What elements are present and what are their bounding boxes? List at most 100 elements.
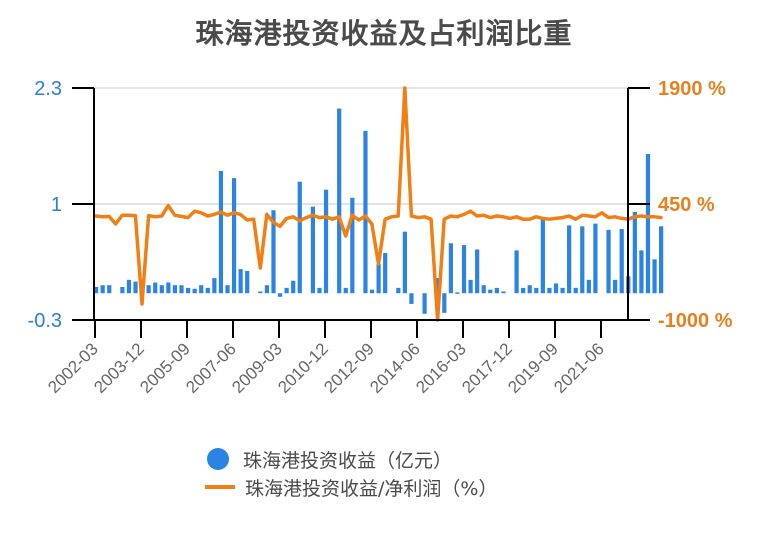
y-axis-right-labels: 1900 % 450 % -1000 % bbox=[658, 78, 733, 332]
bar bbox=[435, 278, 440, 294]
svg-text:2010-12: 2010-12 bbox=[274, 339, 332, 397]
legend-item-line[interactable]: 珠海港投资收益/净利润（%） bbox=[205, 473, 497, 501]
legend-label-line: 珠海港投资收益/净利润（%） bbox=[245, 477, 498, 500]
bar bbox=[494, 287, 499, 294]
svg-text:2019-09: 2019-09 bbox=[504, 339, 562, 397]
bar bbox=[297, 181, 302, 294]
svg-text:2017-12: 2017-12 bbox=[458, 339, 516, 397]
bar bbox=[560, 287, 565, 294]
bar bbox=[277, 293, 283, 297]
chart-title: 珠海港投资收益及占利润比重 bbox=[195, 17, 573, 50]
svg-text:2.3: 2.3 bbox=[34, 78, 62, 100]
bar bbox=[284, 287, 289, 294]
svg-text:2005-09: 2005-09 bbox=[136, 339, 194, 397]
bar bbox=[422, 293, 427, 314]
line-marker-icon bbox=[205, 485, 235, 489]
bar bbox=[573, 287, 578, 294]
bar bbox=[521, 287, 526, 294]
svg-text:2007-06: 2007-06 bbox=[182, 339, 240, 397]
bar bbox=[205, 287, 210, 294]
bar bbox=[258, 291, 263, 294]
bar bbox=[396, 287, 401, 294]
svg-text:2012-09: 2012-09 bbox=[320, 339, 378, 397]
bar bbox=[514, 250, 519, 294]
bar bbox=[179, 285, 184, 294]
bar bbox=[540, 217, 545, 294]
bar bbox=[534, 287, 539, 294]
legend-item-bar[interactable]: 珠海港投资收益（亿元） bbox=[205, 445, 497, 473]
bar bbox=[547, 287, 552, 294]
bar bbox=[337, 108, 342, 294]
svg-text:-0.3: -0.3 bbox=[28, 310, 62, 332]
bar bbox=[218, 170, 224, 294]
line-series-income-ratio bbox=[94, 86, 663, 322]
bar bbox=[501, 291, 506, 294]
svg-text:-1000 %: -1000 % bbox=[658, 310, 733, 332]
bar bbox=[580, 226, 585, 294]
bar bbox=[310, 206, 316, 294]
bar bbox=[468, 279, 473, 294]
bar bbox=[126, 279, 132, 294]
bar bbox=[593, 223, 598, 294]
axes bbox=[72, 87, 650, 338]
y-axis-left-labels: 2.3 1 -0.3 bbox=[28, 78, 62, 332]
bar bbox=[613, 279, 618, 294]
bar bbox=[409, 293, 414, 304]
bar bbox=[159, 285, 164, 294]
circle-marker-icon bbox=[207, 448, 229, 470]
bar bbox=[376, 263, 381, 294]
bar bbox=[107, 285, 112, 294]
bar bbox=[245, 270, 250, 294]
bar bbox=[94, 286, 99, 294]
bar bbox=[402, 231, 407, 294]
gridlines bbox=[94, 87, 628, 205]
svg-text:450 %: 450 % bbox=[658, 194, 715, 216]
bar bbox=[185, 287, 191, 294]
bar bbox=[481, 285, 486, 294]
bar bbox=[166, 282, 171, 294]
svg-text:2014-06: 2014-06 bbox=[366, 339, 424, 397]
bar bbox=[238, 269, 243, 294]
legend-label-bar: 珠海港投资收益（亿元） bbox=[243, 449, 453, 472]
bar bbox=[363, 130, 368, 294]
bar bbox=[153, 282, 158, 294]
bar bbox=[606, 229, 611, 294]
bar bbox=[225, 285, 230, 294]
bar bbox=[553, 283, 559, 294]
bar bbox=[323, 189, 329, 294]
bar bbox=[383, 253, 388, 294]
x-axis-labels: 2002-032003-122005-092007-062009-032010-… bbox=[44, 339, 608, 397]
bar bbox=[133, 281, 138, 294]
bar bbox=[645, 154, 651, 294]
bar bbox=[586, 279, 591, 294]
bar bbox=[527, 285, 532, 294]
bar bbox=[567, 225, 572, 294]
bar bbox=[455, 292, 460, 294]
legend: 珠海港投资收益（亿元） 珠海港投资收益/净利润（%） bbox=[205, 445, 497, 501]
bar bbox=[461, 245, 467, 294]
bar bbox=[212, 278, 217, 294]
bar bbox=[146, 285, 151, 294]
bar bbox=[231, 178, 237, 294]
svg-text:2016-03: 2016-03 bbox=[412, 339, 470, 397]
bar bbox=[271, 210, 276, 294]
bar bbox=[291, 280, 296, 294]
bar bbox=[317, 287, 322, 294]
bar bbox=[192, 288, 197, 294]
bar bbox=[475, 249, 480, 294]
bar bbox=[350, 197, 355, 294]
svg-text:2021-06: 2021-06 bbox=[550, 339, 608, 397]
bar bbox=[488, 289, 493, 294]
bar bbox=[442, 293, 447, 313]
bar bbox=[448, 243, 453, 294]
bar bbox=[659, 226, 664, 294]
bar bbox=[632, 212, 637, 294]
bar bbox=[172, 285, 178, 294]
bar bbox=[619, 228, 624, 294]
bar bbox=[100, 285, 105, 294]
svg-text:1900 %: 1900 % bbox=[658, 78, 726, 100]
bar bbox=[369, 289, 375, 294]
bar bbox=[264, 285, 270, 294]
bar-series-investment-income bbox=[94, 108, 664, 314]
